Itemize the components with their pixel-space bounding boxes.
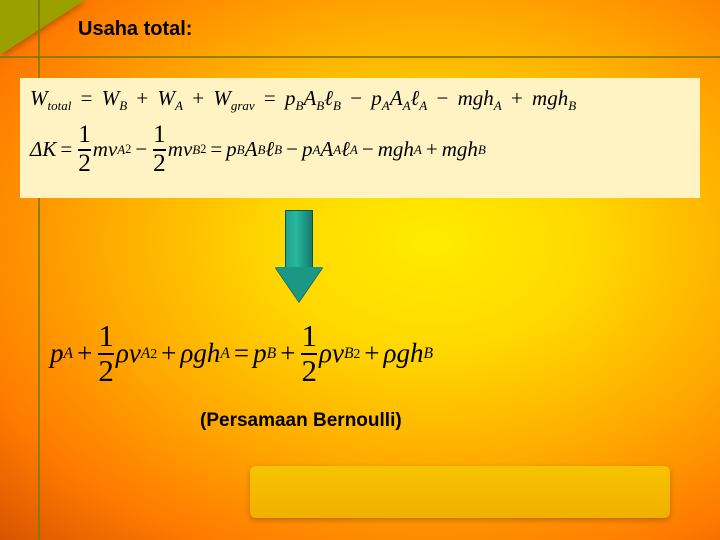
slide-title: Usaha total: [78,18,192,41]
fraction-half: 1 2 [153,122,166,177]
work-total-equation: Wtotal = WB + WA + Wgrav = pBABℓB − pAAA… [30,84,690,114]
horizontal-rule [0,56,720,58]
fraction-half: 1 2 [301,320,317,387]
equation-caption: (Persamaan Bernoulli) [200,410,402,432]
footer-bar [250,466,670,518]
fraction-half: 1 2 [98,320,114,387]
work-equation-box: Wtotal = WB + WA + Wgrav = pBABℓB − pAAA… [20,78,700,198]
fraction-half: 1 2 [78,122,91,177]
down-arrow-icon [275,210,323,305]
corner-fold [0,0,85,55]
bernoulli-equation: pA + 1 2 ρvA2 + ρghA = pB + 1 2 ρvB2 + ρ… [50,320,680,387]
delta-k-equation: ΔK = 1 2 mvA2 − 1 2 mvB2 = pBABℓB − pAAA… [30,122,690,177]
